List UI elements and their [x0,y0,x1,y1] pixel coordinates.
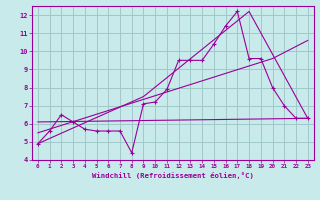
X-axis label: Windchill (Refroidissement éolien,°C): Windchill (Refroidissement éolien,°C) [92,172,254,179]
